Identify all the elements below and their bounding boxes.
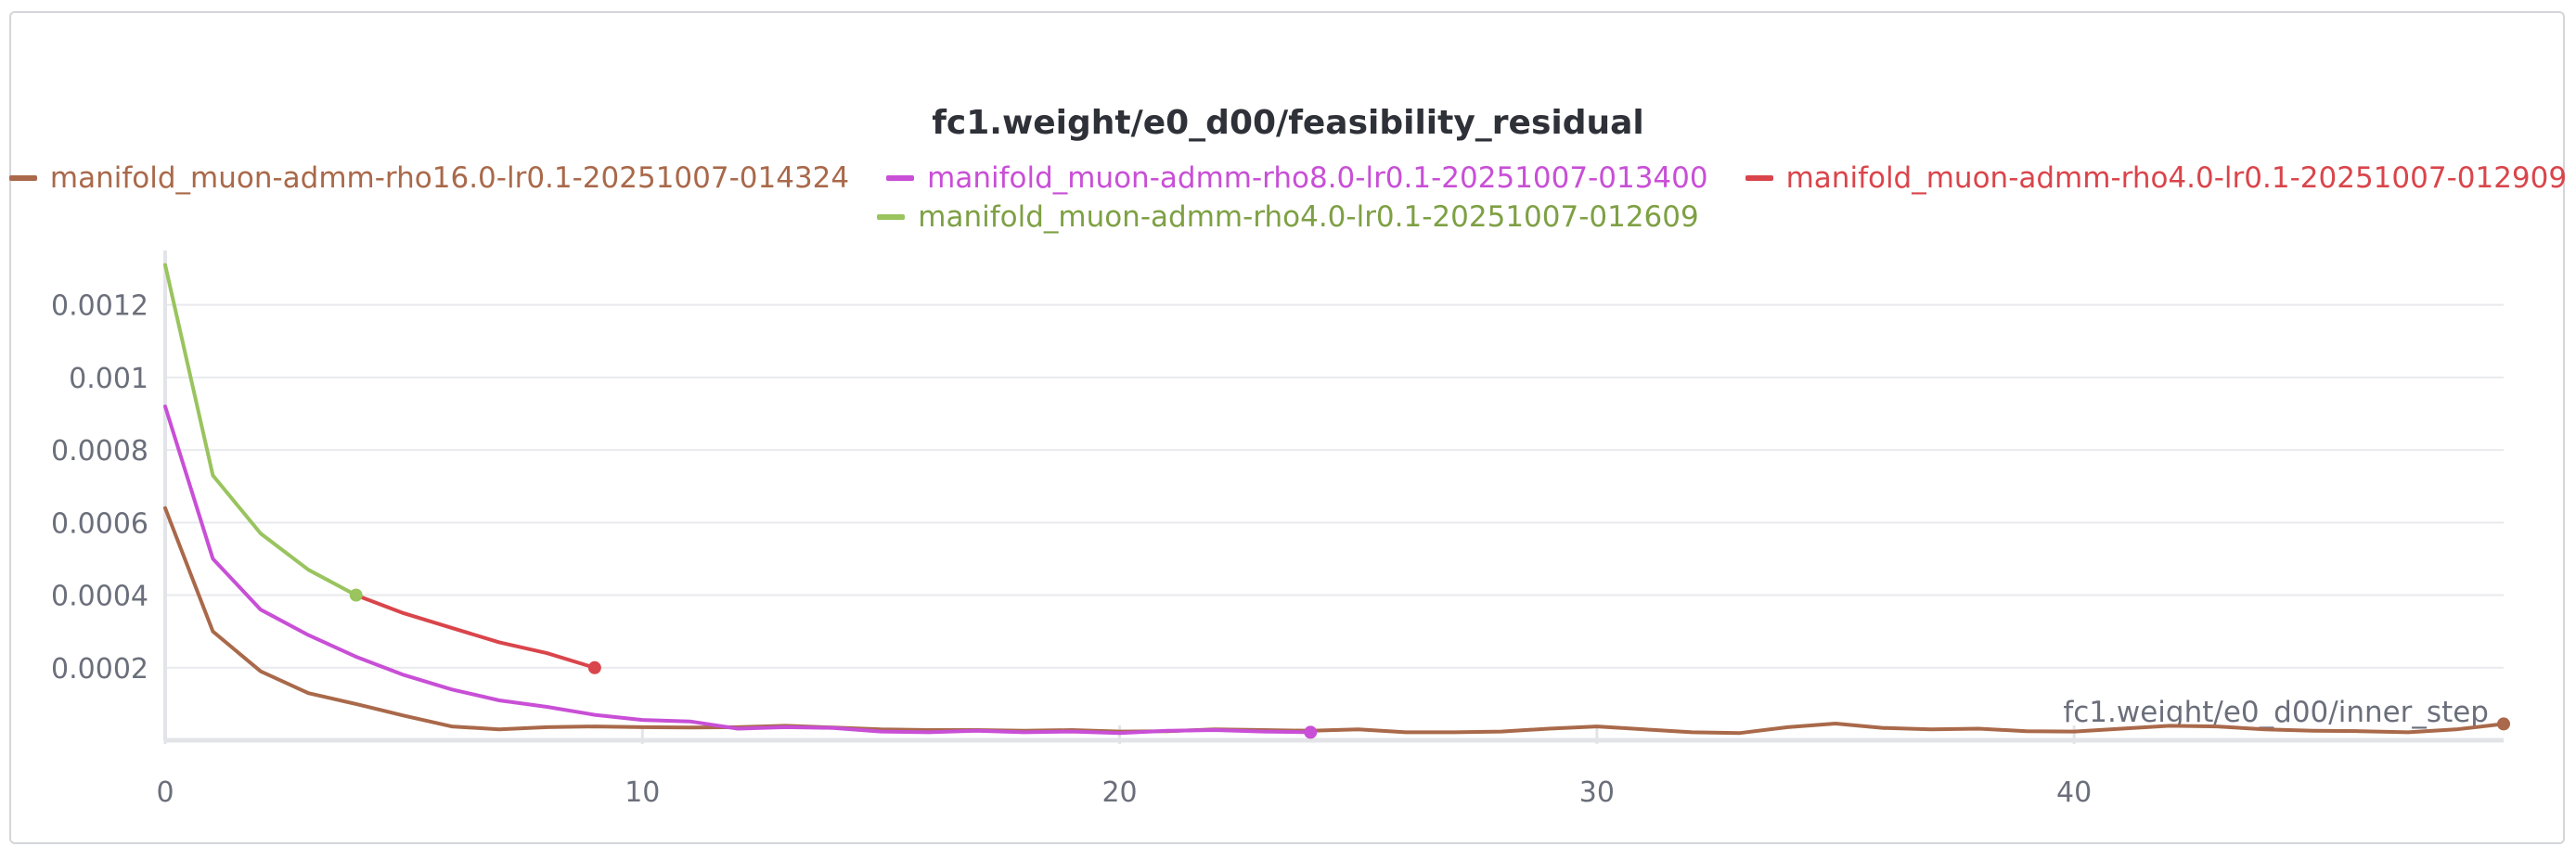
legend-item-rho4-012909[interactable]: manifold_muon-admm-rho4.0-lr0.1-20251007…: [1745, 161, 2567, 195]
x-tick-label: 10: [625, 776, 660, 809]
x-axis-label: fc1.weight/e0_d00/inner_step: [2063, 696, 2489, 729]
y-tick-label: 0.0002: [51, 653, 148, 686]
series-endpoint-3: [349, 588, 363, 602]
series-line-1: [163, 404, 1313, 736]
legend-label-rho16: manifold_muon-admm-rho16.0-lr0.1-2025100…: [49, 161, 850, 195]
y-tick-label: 0.0012: [51, 290, 148, 323]
legend-item-rho8[interactable]: manifold_muon-admm-rho8.0-lr0.1-20251007…: [886, 161, 1708, 195]
legend-label-rho8: manifold_muon-admm-rho8.0-lr0.1-20251007…: [927, 161, 1708, 195]
x-tick-label: 40: [2056, 776, 2092, 809]
y-tick-label: 0.001: [69, 363, 148, 395]
series-line-2: [354, 593, 597, 670]
series-line-3: [163, 263, 358, 597]
series-endpoint-2: [587, 660, 601, 674]
series-endpoint-0: [2497, 717, 2510, 731]
legend-label-rho4-012909: manifold_muon-admm-rho4.0-lr0.1-20251007…: [1785, 161, 2568, 195]
y-tick-label: 0.0004: [51, 581, 148, 613]
x-tick-label: 30: [1579, 776, 1615, 809]
chart-title: fc1.weight/e0_d00/feasibility_residual: [932, 104, 1644, 142]
series-endpoint-1: [1304, 725, 1318, 739]
legend-swatch-rho16: [8, 175, 37, 181]
legend-item-rho16[interactable]: manifold_muon-admm-rho16.0-lr0.1-2025100…: [8, 161, 850, 195]
legend-swatch-rho8: [886, 175, 915, 181]
legend-row-2: manifold_muon-admm-rho4.0-lr0.1-20251007…: [0, 200, 2576, 234]
y-tick-label: 0.0008: [51, 435, 148, 468]
series-line-0: [163, 506, 2505, 736]
y-tick-label: 0.0006: [51, 507, 148, 540]
chart-panel: [9, 11, 2565, 844]
legend-label-rho4-012609: manifold_muon-admm-rho4.0-lr0.1-20251007…: [918, 200, 1699, 234]
legend-row-1: manifold_muon-admm-rho16.0-lr0.1-2025100…: [0, 161, 2576, 195]
x-tick-label: 0: [156, 776, 174, 809]
legend-swatch-rho4-012909: [1745, 175, 1773, 181]
legend-item-rho4-012609[interactable]: manifold_muon-admm-rho4.0-lr0.1-20251007…: [877, 200, 1699, 234]
x-tick-label: 20: [1101, 776, 1137, 809]
legend-swatch-rho4-012609: [877, 214, 906, 220]
